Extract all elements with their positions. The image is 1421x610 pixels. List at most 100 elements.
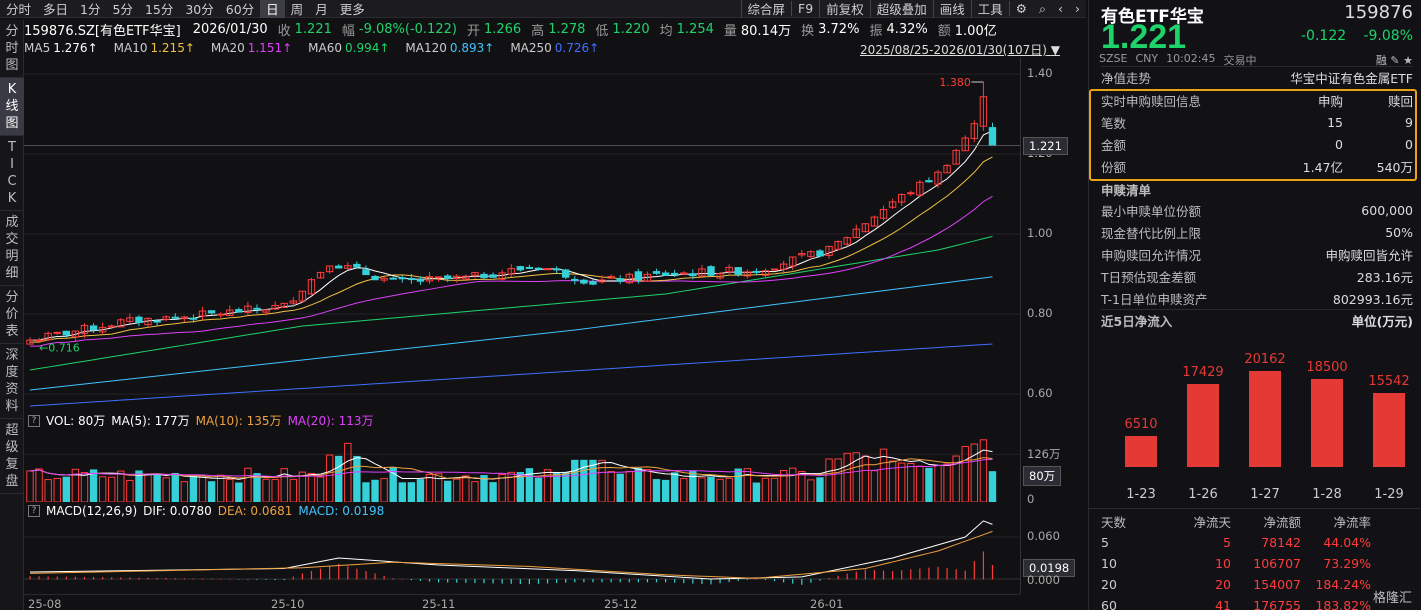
candle[interactable]	[861, 223, 870, 233]
volume-bar[interactable]	[925, 467, 933, 502]
volume-bar[interactable]	[825, 458, 833, 502]
volume-bar[interactable]	[325, 454, 334, 502]
period-tab[interactable]: 分时	[6, 2, 32, 17]
volume-bar[interactable]	[443, 480, 452, 502]
kline-chart[interactable]: 1.380 ←0.716	[24, 58, 1020, 410]
volume-bar[interactable]	[770, 477, 779, 502]
candle[interactable]	[316, 271, 325, 279]
candle[interactable]	[162, 316, 170, 320]
volume-bar[interactable]	[335, 455, 343, 502]
candle[interactable]	[661, 272, 670, 276]
candle[interactable]	[625, 273, 633, 284]
volume-bar[interactable]	[307, 472, 316, 502]
volume-bar[interactable]	[416, 479, 425, 502]
chevron-right-icon[interactable]: ›	[1075, 1, 1080, 16]
candle[interactable]	[35, 339, 43, 342]
volume-bar[interactable]	[861, 455, 870, 502]
volume-bar[interactable]	[471, 481, 479, 502]
candle[interactable]	[916, 181, 924, 196]
candle[interactable]	[979, 96, 988, 127]
volume-bar[interactable]	[398, 482, 406, 502]
volume-bar[interactable]	[634, 467, 643, 502]
volume-bar[interactable]	[870, 470, 879, 502]
candle[interactable]	[507, 268, 515, 275]
candle[interactable]	[498, 272, 506, 280]
nav-row[interactable]: 净值走势 华宝中证有色金属ETF	[1101, 66, 1413, 88]
volume-bar[interactable]	[425, 473, 434, 502]
candle[interactable]	[416, 279, 425, 282]
candle[interactable]	[235, 309, 243, 313]
volume-bar[interactable]	[725, 477, 733, 502]
candle[interactable]	[562, 269, 570, 278]
candle[interactable]	[870, 216, 879, 227]
period-tab[interactable]: 1分	[80, 2, 101, 17]
period-tab[interactable]: 日	[260, 0, 285, 18]
candle[interactable]	[988, 127, 997, 147]
volume-bar[interactable]	[289, 478, 298, 502]
candle[interactable]	[589, 281, 597, 285]
candle[interactable]	[888, 201, 897, 208]
volume-bar[interactable]	[380, 478, 388, 502]
tool-tab[interactable]: 工具	[970, 0, 1009, 18]
candle[interactable]	[398, 277, 406, 280]
help-icon[interactable]: ?	[28, 505, 40, 517]
volume-bar[interactable]	[716, 478, 724, 502]
candle[interactable]	[734, 267, 742, 275]
candle[interactable]	[80, 324, 89, 334]
volume-bar[interactable]	[271, 478, 279, 502]
volume-bar[interactable]	[970, 443, 979, 502]
volume-bar[interactable]	[979, 439, 988, 502]
candle[interactable]	[934, 171, 942, 185]
candle[interactable]	[925, 180, 933, 183]
candle[interactable]	[879, 209, 888, 219]
period-tab[interactable]: 30分	[185, 2, 214, 17]
volume-bar[interactable]	[498, 474, 506, 502]
candle[interactable]	[825, 245, 833, 256]
volume-bar[interactable]	[434, 473, 443, 502]
candle[interactable]	[307, 279, 316, 295]
volume-bar[interactable]	[907, 462, 915, 502]
volume-bar[interactable]	[44, 479, 52, 502]
candle[interactable]	[534, 267, 543, 270]
search-icon[interactable]: ⌕	[1038, 0, 1046, 16]
candle[interactable]	[207, 310, 216, 314]
volume-bar[interactable]	[670, 472, 679, 502]
candle[interactable]	[53, 331, 61, 334]
volume-bar[interactable]	[226, 478, 234, 502]
volume-bar[interactable]	[734, 468, 742, 502]
volume-bar[interactable]	[952, 455, 960, 502]
macd-chart[interactable]	[24, 502, 1020, 594]
candle[interactable]	[371, 275, 379, 281]
volume-bar[interactable]	[489, 482, 497, 502]
candle[interactable]	[89, 325, 98, 331]
candle[interactable]	[144, 317, 152, 326]
candle[interactable]	[189, 317, 198, 320]
inflow-bar[interactable]	[1125, 435, 1157, 467]
volume-bar[interactable]	[180, 481, 189, 502]
volume-bar[interactable]	[89, 469, 98, 502]
candle[interactable]	[943, 164, 951, 174]
inflow-bar[interactable]	[1373, 392, 1405, 467]
volume-bar[interactable]	[571, 459, 579, 502]
candle[interactable]	[770, 268, 779, 271]
volume-bar[interactable]	[789, 467, 797, 502]
candle[interactable]	[961, 137, 969, 152]
volume-bar[interactable]	[607, 471, 615, 502]
candle[interactable]	[907, 192, 915, 195]
candle[interactable]	[689, 273, 697, 277]
volume-bar[interactable]	[144, 473, 152, 502]
volume-bar[interactable]	[934, 464, 942, 502]
period-tab[interactable]: 多日	[43, 2, 69, 17]
candle[interactable]	[362, 269, 370, 276]
volume-bar[interactable]	[362, 482, 370, 502]
candle[interactable]	[698, 268, 706, 277]
volume-bar[interactable]	[480, 475, 488, 502]
volume-bar[interactable]	[525, 468, 534, 502]
volume-bar[interactable]	[897, 462, 906, 502]
inflow-bar[interactable]	[1311, 378, 1343, 467]
candle[interactable]	[98, 326, 107, 333]
candle[interactable]	[652, 271, 661, 274]
candle[interactable]	[761, 270, 770, 276]
